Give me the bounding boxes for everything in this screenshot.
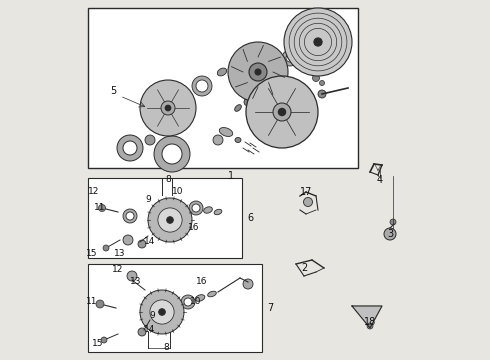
- Text: 15: 15: [92, 339, 104, 348]
- Circle shape: [126, 212, 134, 220]
- Circle shape: [244, 98, 252, 106]
- Circle shape: [273, 103, 291, 121]
- Text: 5: 5: [110, 86, 116, 96]
- Circle shape: [159, 309, 165, 315]
- Text: 6: 6: [247, 213, 253, 223]
- Circle shape: [367, 323, 373, 329]
- Circle shape: [255, 69, 261, 75]
- Circle shape: [161, 101, 175, 115]
- Circle shape: [96, 300, 104, 308]
- Circle shape: [184, 298, 192, 306]
- Circle shape: [243, 279, 253, 289]
- Text: 17: 17: [300, 187, 312, 197]
- Circle shape: [167, 217, 173, 223]
- Circle shape: [189, 201, 203, 215]
- Circle shape: [138, 240, 146, 248]
- Text: 8: 8: [163, 343, 169, 352]
- Text: 11: 11: [86, 297, 98, 306]
- Circle shape: [228, 42, 288, 102]
- Circle shape: [213, 135, 223, 145]
- Circle shape: [314, 38, 322, 46]
- Ellipse shape: [235, 138, 241, 143]
- Circle shape: [318, 90, 326, 98]
- Ellipse shape: [214, 209, 222, 215]
- Text: 10: 10: [190, 297, 202, 306]
- Text: 12: 12: [112, 266, 123, 274]
- Circle shape: [319, 81, 324, 85]
- Circle shape: [103, 245, 109, 251]
- Text: 13: 13: [114, 249, 126, 258]
- Circle shape: [123, 141, 137, 155]
- Circle shape: [140, 80, 196, 136]
- Circle shape: [192, 204, 200, 212]
- Circle shape: [140, 290, 184, 334]
- Circle shape: [384, 228, 396, 240]
- Text: 2: 2: [301, 263, 307, 273]
- Circle shape: [150, 300, 174, 324]
- Circle shape: [101, 337, 107, 343]
- Ellipse shape: [235, 105, 242, 111]
- Text: 16: 16: [188, 224, 200, 233]
- Circle shape: [303, 198, 313, 207]
- Circle shape: [165, 105, 171, 111]
- Polygon shape: [352, 306, 382, 328]
- Circle shape: [278, 108, 286, 116]
- Circle shape: [284, 8, 352, 76]
- Circle shape: [249, 63, 267, 81]
- Text: 14: 14: [145, 238, 156, 247]
- Text: 11: 11: [94, 203, 106, 212]
- Circle shape: [196, 80, 208, 92]
- Circle shape: [145, 135, 155, 145]
- Circle shape: [162, 144, 182, 164]
- Ellipse shape: [220, 127, 233, 136]
- Ellipse shape: [195, 295, 205, 301]
- Circle shape: [138, 328, 146, 336]
- Text: 13: 13: [130, 278, 142, 287]
- Text: 4: 4: [377, 175, 383, 185]
- Circle shape: [158, 208, 182, 232]
- Bar: [88, 178, 242, 258]
- Circle shape: [282, 50, 298, 66]
- Circle shape: [123, 209, 137, 223]
- Text: 7: 7: [267, 303, 273, 313]
- Text: 18: 18: [364, 317, 376, 327]
- Circle shape: [127, 271, 137, 281]
- Circle shape: [154, 136, 190, 172]
- Bar: [88, 8, 358, 168]
- Text: 15: 15: [86, 249, 98, 258]
- Text: 1: 1: [228, 171, 234, 181]
- Ellipse shape: [204, 207, 212, 213]
- Circle shape: [192, 76, 212, 96]
- Ellipse shape: [208, 291, 216, 297]
- Bar: [88, 264, 262, 352]
- Circle shape: [117, 135, 143, 161]
- Circle shape: [313, 75, 319, 81]
- Text: 3: 3: [387, 229, 393, 239]
- Circle shape: [123, 235, 133, 245]
- Text: 14: 14: [145, 325, 156, 334]
- Text: 9: 9: [145, 195, 151, 204]
- Text: 16: 16: [196, 278, 208, 287]
- Circle shape: [98, 204, 105, 211]
- Text: 8: 8: [165, 175, 171, 184]
- Text: 12: 12: [88, 188, 99, 197]
- Ellipse shape: [218, 68, 227, 76]
- Circle shape: [390, 219, 396, 225]
- Circle shape: [246, 76, 318, 148]
- Circle shape: [286, 54, 294, 62]
- Circle shape: [148, 198, 192, 242]
- Text: 10: 10: [172, 188, 184, 197]
- Circle shape: [181, 295, 195, 309]
- Text: 9: 9: [149, 311, 155, 320]
